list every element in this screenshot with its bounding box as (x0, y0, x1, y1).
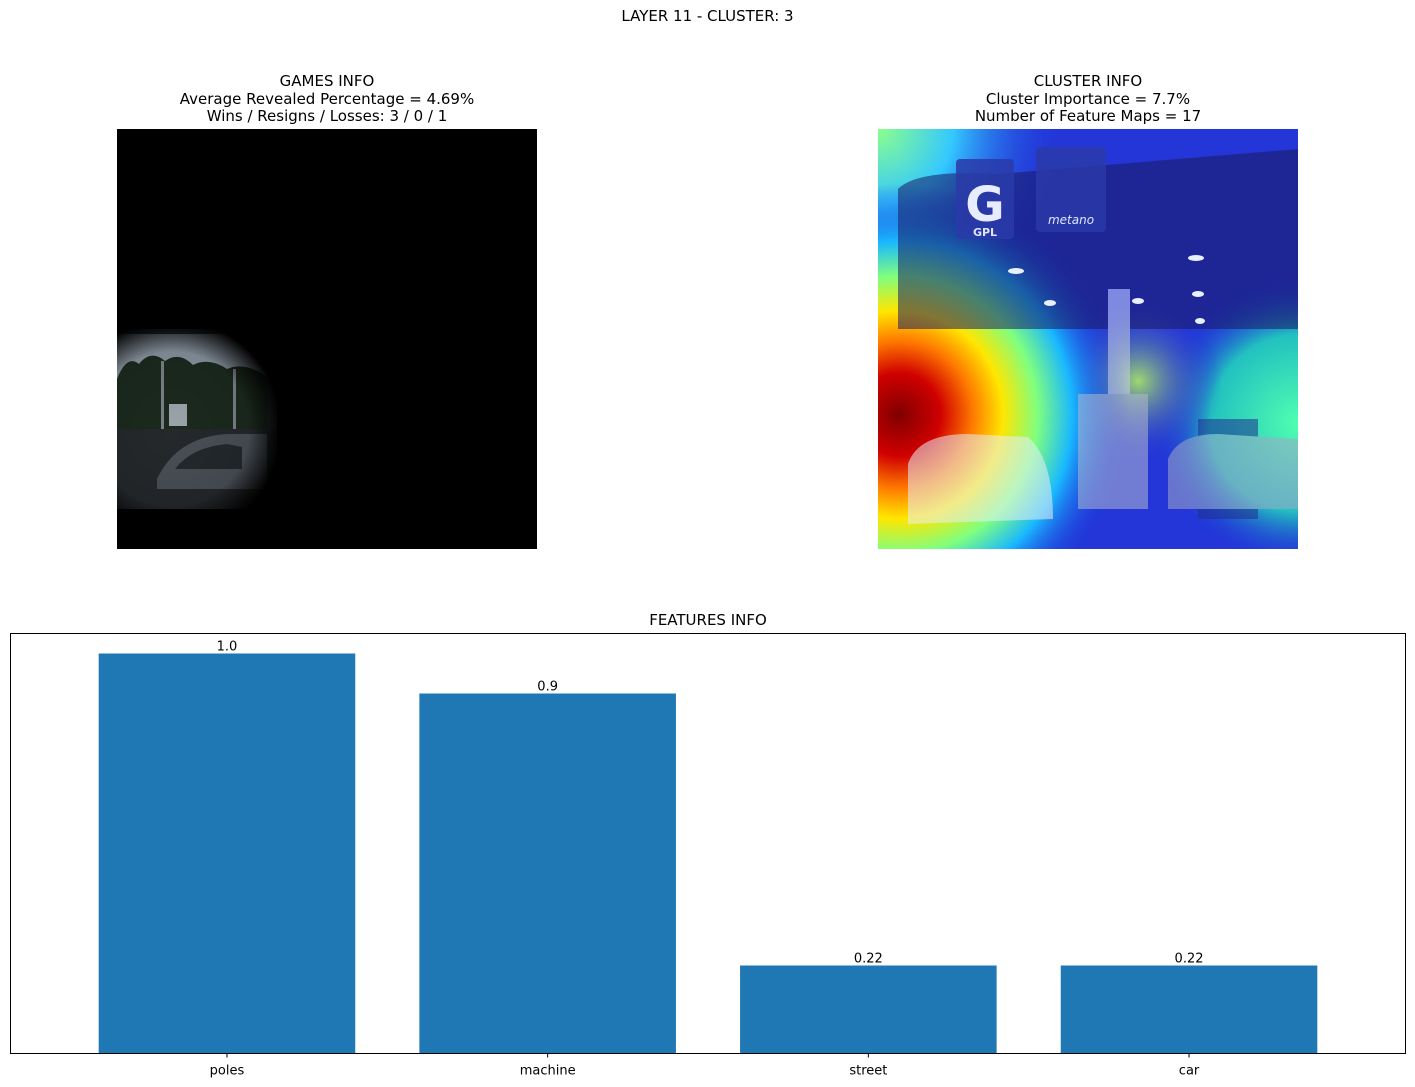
revealed-image-graphic (117, 129, 537, 549)
x-tick-label-street: street (849, 1064, 887, 1079)
bar-value-label-poles: 1.0 (217, 640, 238, 655)
sign-text-gpl: GPL (973, 226, 997, 239)
cluster-info-title-block: CLUSTER INFO Cluster Importance = 7.7% N… (878, 72, 1298, 126)
bar-value-label-street: 0.22 (854, 952, 883, 967)
x-tick-label-poles: poles (210, 1064, 245, 1079)
cluster-heatmap-graphic: G GPL metano (878, 129, 1298, 549)
bar-machine (419, 693, 676, 1054)
figure-suptitle: LAYER 11 - CLUSTER: 3 (621, 7, 794, 25)
games-info-title-block: GAMES INFO Average Revealed Percentage =… (117, 72, 537, 126)
bar-street (740, 965, 997, 1054)
x-tick-label-machine: machine (520, 1064, 576, 1079)
bar-car (1060, 965, 1318, 1054)
plot-frame (10, 633, 1406, 1054)
games-info-wins-resigns-losses: Wins / Resigns / Losses: 3 / 0 / 1 (206, 107, 448, 125)
cluster-heatmap-image: G GPL metano (878, 129, 1298, 549)
cluster-info-feature-maps: Number of Feature Maps = 17 (974, 107, 1202, 125)
bar-value-label-car: 0.22 (1175, 952, 1204, 967)
sign-text-metano: metano (1048, 213, 1094, 227)
bars-group: 1.0 poles 0.9 machine 0.22 street 0.22 car (98, 640, 1318, 1079)
features-info-title: FEATURES INFO (649, 611, 767, 629)
bar-poles (98, 653, 356, 1054)
games-info-title: GAMES INFO (279, 72, 375, 90)
games-info-revealed-percentage: Average Revealed Percentage = 4.69% (179, 89, 475, 108)
x-tick-label-car: car (1179, 1064, 1200, 1079)
revealed-image (117, 129, 537, 549)
sign-letter-g: G (965, 177, 1004, 233)
cluster-info-importance: Cluster Importance = 7.7% (985, 89, 1191, 108)
cluster-info-title: CLUSTER INFO (1033, 72, 1143, 90)
bar-value-label-machine: 0.9 (537, 680, 558, 695)
